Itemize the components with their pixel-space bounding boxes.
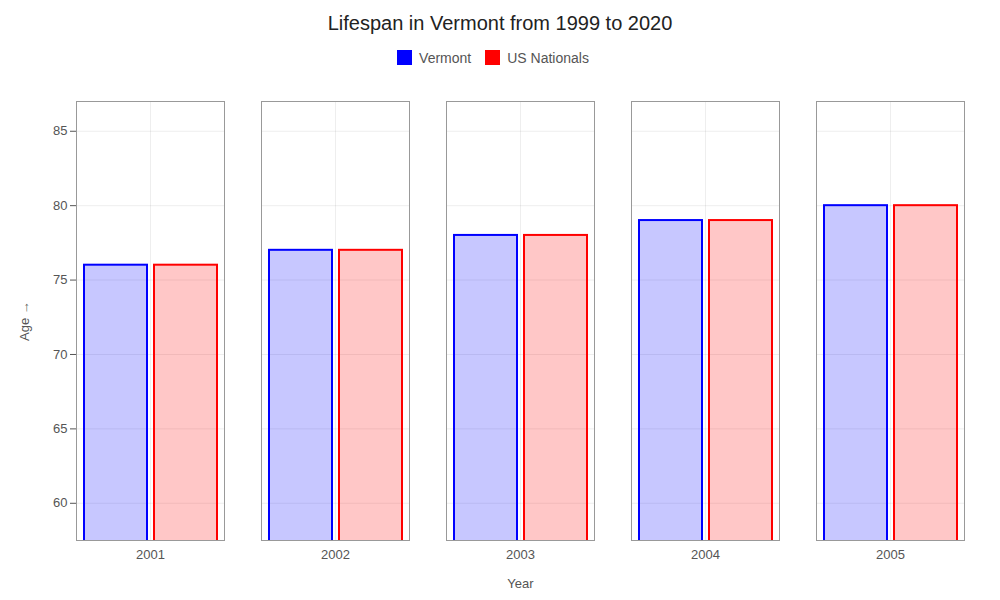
- svg-text:80: 80: [53, 198, 67, 213]
- svg-text:85: 85: [53, 123, 67, 138]
- svg-text:2003: 2003: [506, 547, 535, 562]
- html-text:Lifespan in Vermont from 1999: Lifespan in Vermont from 1999 to 2020: [327, 12, 673, 34]
- html-text:US Nationals: US Nationals: [507, 49, 589, 66]
- svg-text:70: 70: [53, 347, 67, 362]
- svg-text:2002: 2002: [321, 547, 350, 562]
- svg-text:Age →: Age →: [17, 301, 32, 341]
- svg-text:2001: 2001: [136, 547, 165, 562]
- svg-text:60: 60: [53, 495, 67, 510]
- svg-text:Year: Year: [507, 576, 534, 591]
- html-text:Vermont: Vermont: [419, 49, 472, 66]
- svg-text:2005: 2005: [876, 547, 905, 562]
- svg-text:2004: 2004: [691, 547, 720, 562]
- svg-text:75: 75: [53, 272, 67, 287]
- svg-text:65: 65: [53, 421, 67, 436]
